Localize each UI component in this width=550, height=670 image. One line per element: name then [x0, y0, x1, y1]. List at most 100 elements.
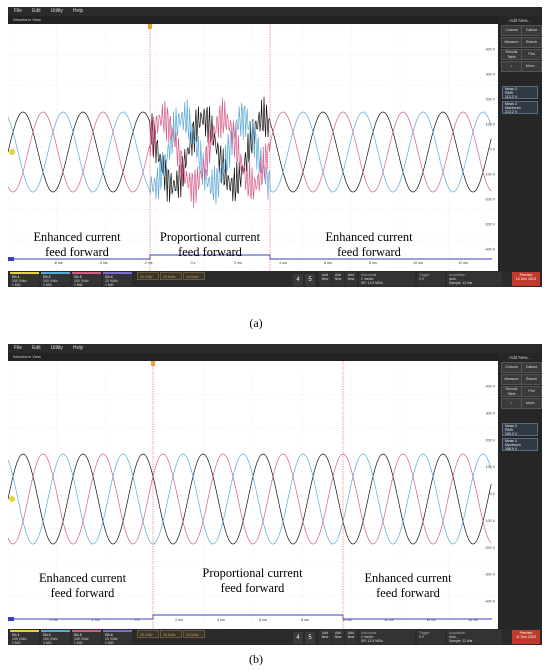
meas-4-badge[interactable]: Meas 4 Maximum 212.2 V: [502, 101, 538, 114]
callout-button[interactable]: Callout: [521, 362, 542, 373]
ch4-trace: [8, 254, 492, 260]
horizontal-badge[interactable]: Horizontal 2 ms/div SR: 12.5 MS/s: [359, 272, 415, 286]
phase-voltage-trace: [8, 99, 492, 205]
x-tick-label: 16 ms: [468, 618, 478, 622]
x-tick-label: 0 s: [135, 618, 140, 622]
y-tick-label: -100 V: [484, 173, 495, 177]
ch2-badge[interactable]: Ch 2 100 V/div 1 MΩ: [41, 630, 70, 645]
search-button[interactable]: Search: [521, 374, 542, 385]
ch1-badge[interactable]: Ch 1 100 V/div 1 MΩ: [10, 630, 39, 645]
x-tick-label: 2 ms: [175, 618, 183, 622]
y-tick-label: 400 V: [486, 385, 496, 389]
caption-b: (b): [249, 652, 263, 666]
menu-help[interactable]: Help: [72, 345, 84, 351]
number-5-button[interactable]: 5: [305, 632, 315, 644]
menu-file[interactable]: File: [14, 345, 23, 351]
math3-badge[interactable]: 10 A/div: [183, 272, 205, 280]
add-new-panel: Add New... Cursors Callout Measure Searc…: [498, 16, 542, 287]
ch2-badge[interactable]: Ch 2 100 V/div 1 MΩ: [41, 272, 70, 287]
phase-voltage-trace: [8, 97, 492, 208]
meas-4-badge[interactable]: Meas 4 Maximum 158.9 V: [502, 438, 538, 451]
waveform-view-title: Waveform View: [8, 353, 498, 361]
results-table-button[interactable]: Results Table: [501, 49, 522, 60]
ch1-badge[interactable]: Ch 1 100 V/div 1 MΩ: [10, 272, 39, 287]
preview-badge[interactable]: Preview 10 Dec 2023: [512, 272, 540, 286]
ch4-badge[interactable]: Ch 4 10 V/div 1 MΩ: [103, 272, 132, 287]
x-tick-label: 14 ms: [426, 618, 436, 622]
y-tick-label: 0 V: [490, 492, 496, 496]
add-new-ref-button[interactable]: Add New: [332, 630, 344, 644]
add-new-bus-button[interactable]: Add New: [345, 272, 357, 286]
menu-edit[interactable]: Edit: [32, 8, 41, 14]
trigger-badge[interactable]: Trigger 0 V: [417, 272, 445, 286]
label-b-right: Enhanced current feed forward: [364, 571, 452, 600]
number-4-button[interactable]: 4: [293, 632, 303, 644]
scope-window-b: File Edit Utility Help Waveform View 400…: [8, 344, 542, 645]
ch4-trace: [8, 614, 492, 620]
ch4-offset-marker-icon[interactable]: [8, 617, 14, 621]
add-new-math-button[interactable]: Add New: [319, 272, 331, 286]
menu-utility[interactable]: Utility: [50, 345, 63, 351]
add-new-title: Add New...: [509, 18, 531, 23]
acquisition-badge[interactable]: Acquisition Auto, Sample: 12 bits: [447, 272, 502, 286]
ch4-offset-marker-icon[interactable]: [8, 257, 14, 261]
ch3-badge[interactable]: Ch 3 100 V/div 1 MΩ: [72, 630, 101, 645]
menu-file[interactable]: File: [14, 8, 23, 14]
more-button[interactable]: More...: [521, 61, 542, 72]
meas-4-value: 212.2 V: [505, 110, 518, 115]
trigger-badge[interactable]: Trigger 0 V: [417, 630, 445, 644]
trigger-position-icon[interactable]: [151, 361, 155, 366]
meas-3-badge[interactable]: Meas 3 RMS 100.2 V: [502, 423, 538, 436]
add-new-ref-button[interactable]: Add New: [332, 272, 344, 286]
label-b-left: Enhanced current feed forward: [38, 571, 127, 600]
add-new-math-button[interactable]: Add New: [319, 630, 331, 644]
meas-4-type: Maximum: [505, 443, 521, 448]
ch3-badge[interactable]: Ch 3 100 V/div 1 MΩ: [72, 272, 101, 287]
label-a-middle: Proportional current feed forward: [159, 230, 261, 259]
math3-badge[interactable]: 10 A/div: [183, 630, 205, 638]
y-tick-label: -100 V: [484, 519, 495, 523]
math1-badge[interactable]: 20 V/div: [137, 630, 159, 638]
cursors-button[interactable]: Cursors: [501, 362, 522, 373]
measure-button[interactable]: Measure: [501, 37, 522, 48]
grid: [8, 361, 498, 629]
preview-badge[interactable]: Preview 11 Dec 2023: [512, 630, 540, 644]
ch1-offset-marker-icon[interactable]: [9, 496, 15, 502]
math2-badge[interactable]: 20 A/div: [160, 630, 182, 638]
zoom-icon[interactable]: ⌕: [501, 61, 522, 72]
ch4-badge[interactable]: Ch 4 10 V/div 1 MΩ: [103, 630, 132, 645]
phase-voltage-trace: [8, 96, 492, 203]
math2-badge[interactable]: 20 A/div: [160, 272, 182, 280]
x-tick-label: 0 s: [191, 261, 196, 265]
math1-badge[interactable]: 50 V/div: [137, 272, 159, 280]
ch1-offset-marker-icon[interactable]: [9, 149, 15, 155]
meas-4-name: Meas 4: [505, 439, 517, 443]
zoom-icon[interactable]: ⌕: [501, 398, 522, 409]
number-4-button[interactable]: 4: [293, 274, 303, 286]
number-5-button[interactable]: 5: [305, 274, 315, 286]
measure-button[interactable]: Measure: [501, 374, 522, 385]
x-tick-label: -2 ms: [91, 618, 100, 622]
trigger-position-icon[interactable]: [148, 24, 152, 29]
plot-button[interactable]: Plot: [521, 49, 542, 60]
phase-voltage-trace: [8, 453, 492, 545]
menu-edit[interactable]: Edit: [32, 345, 41, 351]
search-button[interactable]: Search: [521, 37, 542, 48]
menu-utility[interactable]: Utility: [50, 8, 63, 14]
results-table-button[interactable]: Results Table: [501, 386, 522, 397]
x-tick-label: 10 ms: [413, 261, 423, 265]
callout-button[interactable]: Callout: [521, 25, 542, 36]
x-tick-label: 8 ms: [301, 618, 309, 622]
acquisition-badge[interactable]: Acquisition Auto, Sample: 12 bits: [447, 630, 502, 644]
horizontal-badge[interactable]: Horizontal 2 ms/div SR: 12.5 MS/s: [359, 630, 415, 644]
meas-3-badge[interactable]: Meas 3 RMS 113.2 V: [502, 86, 538, 99]
more-button[interactable]: More...: [521, 398, 542, 409]
menu-help[interactable]: Help: [72, 8, 84, 14]
add-new-bus-button[interactable]: Add New: [345, 630, 357, 644]
x-tick-label: 8 ms: [369, 261, 377, 265]
x-tick-label: 10 ms: [342, 618, 352, 622]
plot-button[interactable]: Plot: [521, 386, 542, 397]
cursors-button[interactable]: Cursors: [501, 25, 522, 36]
